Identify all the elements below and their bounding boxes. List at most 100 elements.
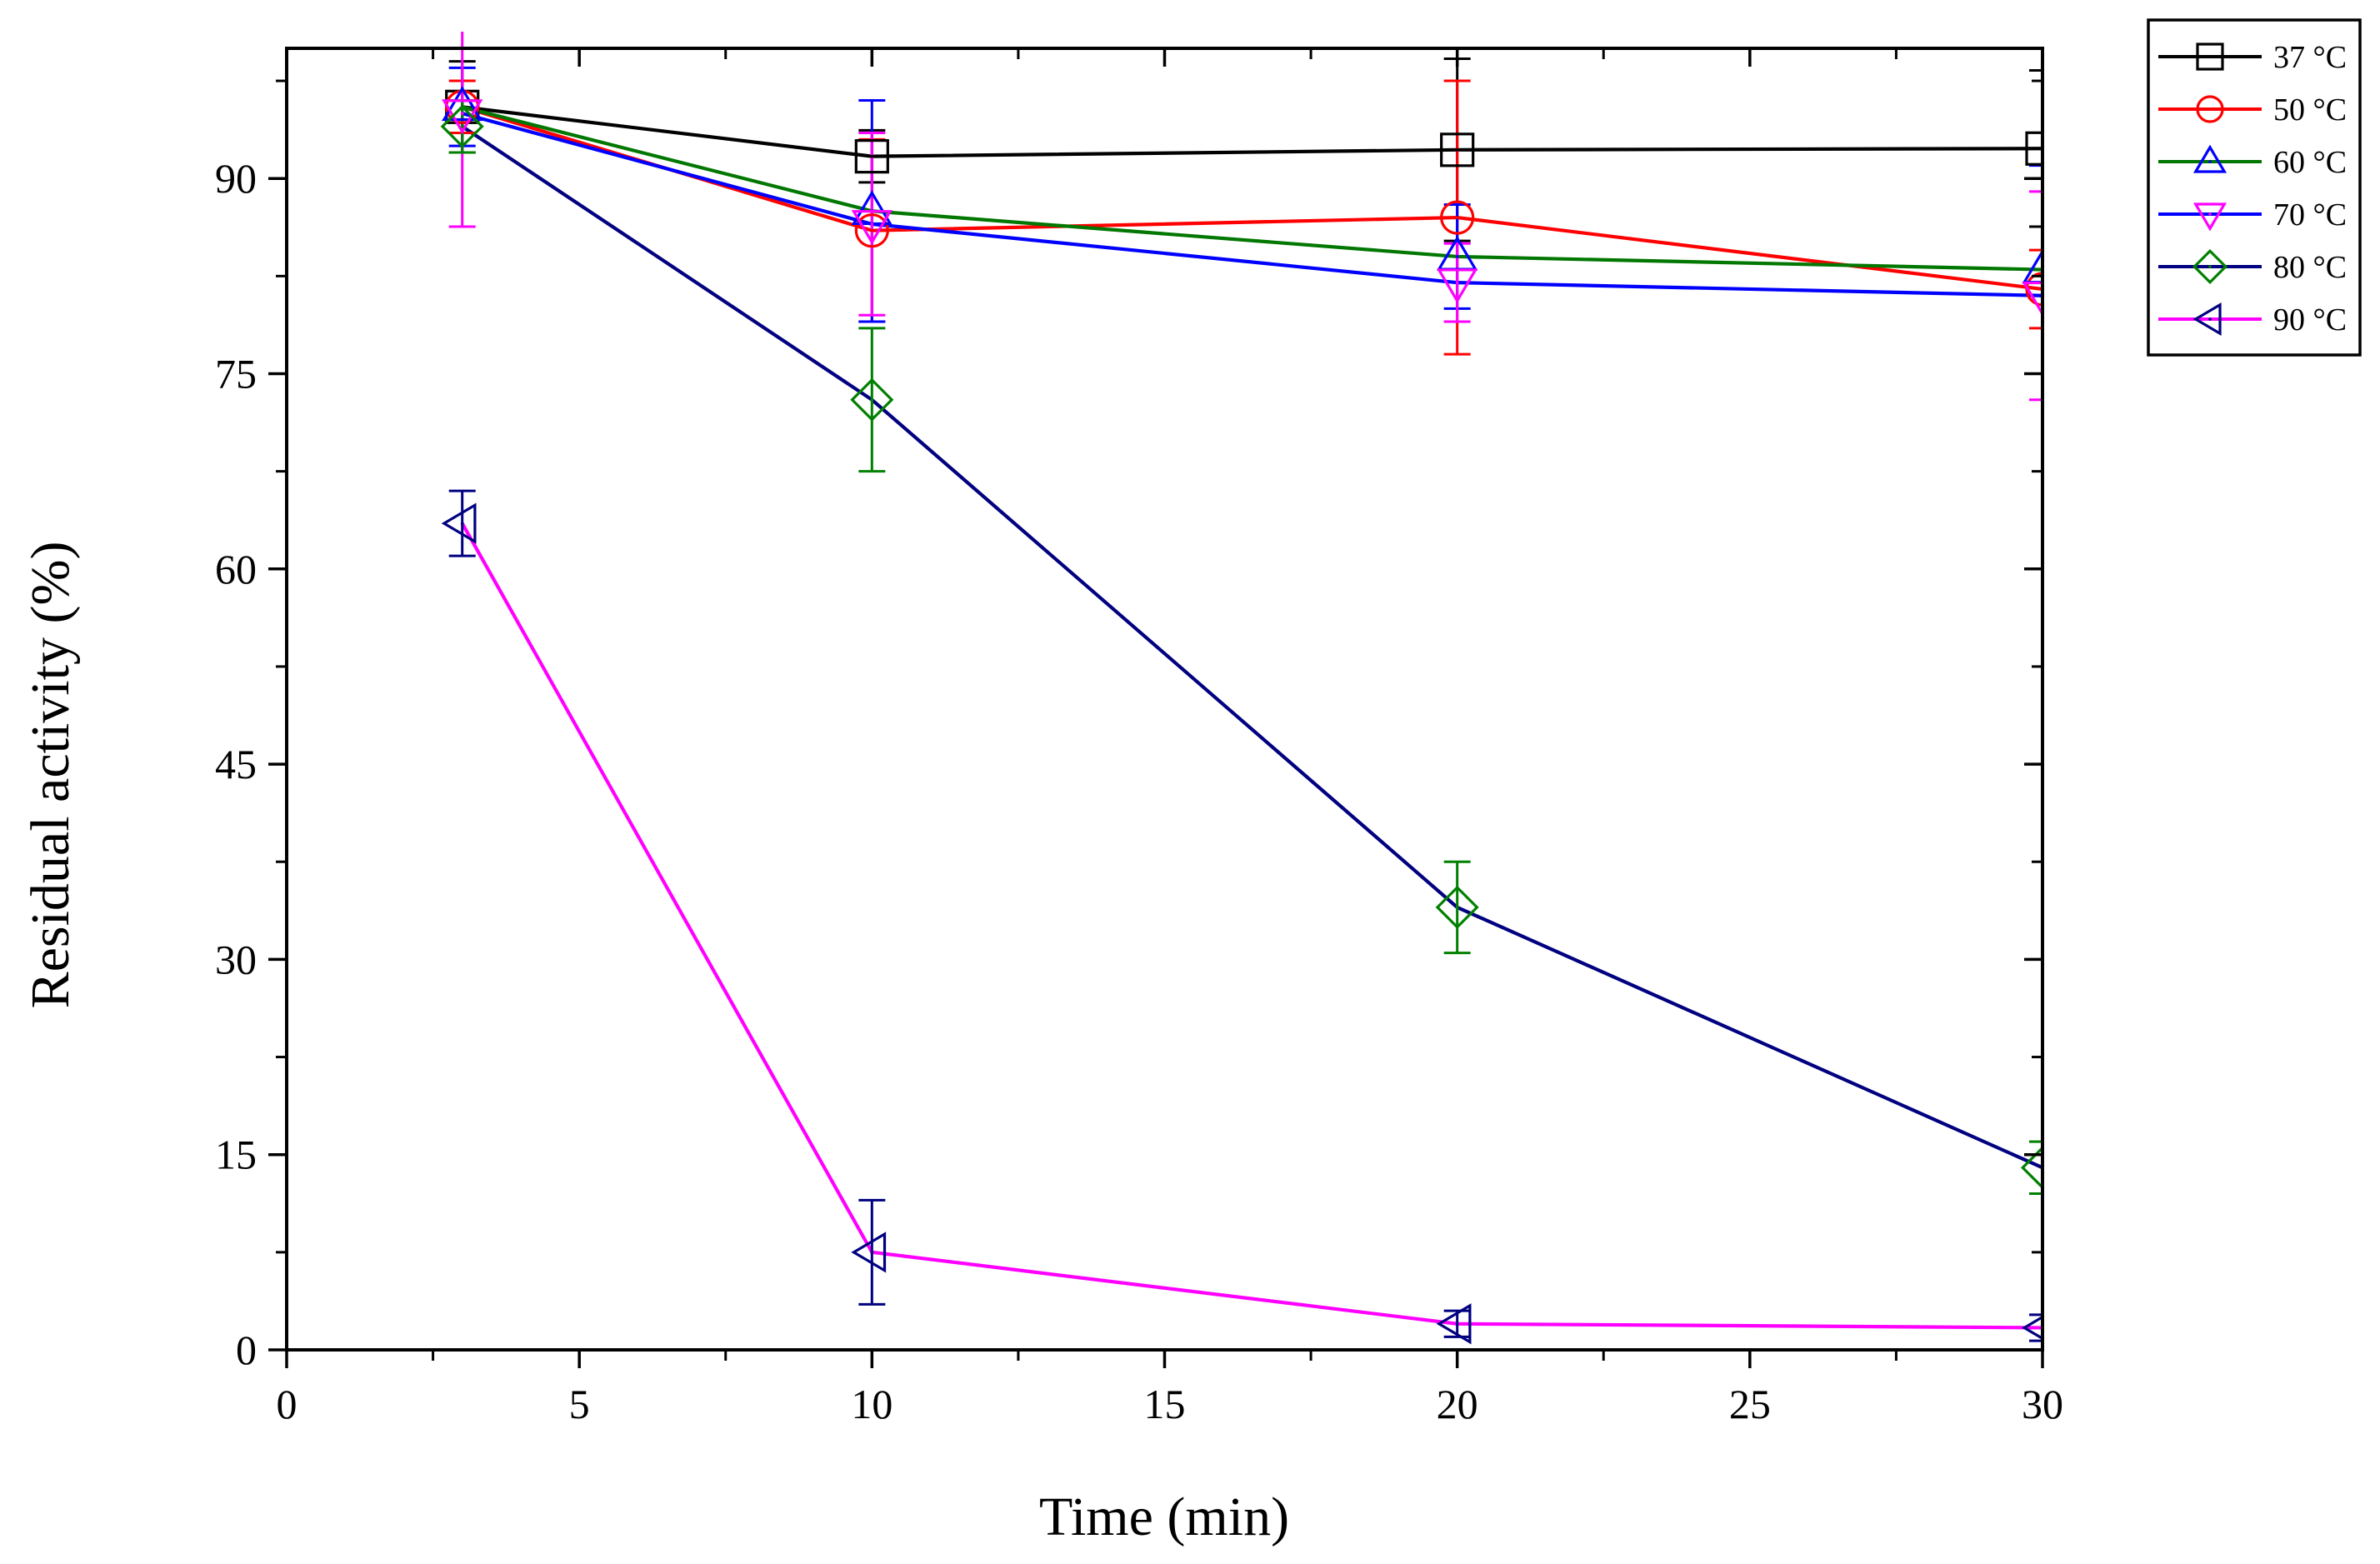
data-point-90-c-2-dot — [1455, 1322, 1459, 1326]
y-tick-label-75: 75 — [215, 351, 257, 397]
data-point-70-c-2 — [1437, 268, 1478, 304]
x-tick-label-5: 5 — [569, 1381, 590, 1427]
data-point-50-c-2-dot — [1455, 216, 1459, 219]
y-tick-label-15: 15 — [215, 1132, 257, 1178]
series-line-90-c — [460, 522, 2042, 1330]
data-point-70-c-1-dot — [870, 222, 874, 226]
error-bar-90-c-3 — [2029, 1313, 2042, 1342]
data-point-37-c-2-shape — [1440, 132, 1475, 167]
plot-area — [440, 32, 2042, 1345]
legend-label-90-c: 90 °C — [2273, 302, 2347, 337]
data-point-50-c-1-dot — [870, 228, 874, 232]
legend-marker-80-c — [2192, 248, 2228, 285]
x-tick-label-25: 25 — [1729, 1381, 1771, 1427]
y-tick-label-45: 45 — [215, 741, 257, 787]
axes: 0 5 10 15 20 25 30 0 15 30 45 60 75 90 — [215, 47, 2063, 1427]
data-point-80-c-1-shape — [850, 377, 894, 422]
data-point-90-c-1-shape — [851, 1232, 887, 1273]
legend-marker-90-c-dot — [2208, 317, 2212, 321]
plot-frame — [285, 47, 2044, 1352]
data-point-70-c-1 — [851, 210, 892, 245]
data-point-80-c-0-dot — [460, 124, 464, 128]
data-point-90-c-2-shape — [1436, 1303, 1472, 1345]
data-point-80-c-2-shape — [1435, 885, 1479, 929]
data-point-90-c-0 — [441, 502, 477, 544]
data-point-37-c-1 — [854, 139, 889, 174]
data-point-90-c-1 — [851, 1232, 887, 1273]
data-point-70-c-2-dot — [1455, 281, 1459, 284]
x-tick-label-15: 15 — [1144, 1381, 1186, 1427]
data-point-60-c-2-dot — [1455, 255, 1459, 258]
legend-label-37-c: 37 °C — [2273, 40, 2347, 75]
legend-marker-90-c — [2192, 302, 2222, 337]
data-point-50-c-1 — [854, 213, 889, 248]
y-tick-label-90: 90 — [215, 155, 257, 202]
error-bar-50-c-3 — [2029, 248, 2042, 330]
legend-marker-50-c-shape — [2196, 95, 2224, 123]
legend-marker-37-c-shape — [2196, 42, 2224, 71]
data-point-50-c-1-shape — [854, 213, 889, 248]
legend-marker-80-c-dot — [2208, 265, 2212, 268]
data-point-50-c-2 — [1440, 200, 1475, 235]
legend-box — [2147, 18, 2362, 357]
data-point-80-c-3-shape — [2020, 1146, 2042, 1190]
data-point-70-c-0-dot — [460, 112, 464, 115]
data-point-60-c-0-shape — [442, 86, 483, 122]
data-point-90-c-0-shape — [441, 502, 477, 544]
legend: 37 °C 50 °C 60 °C 70 °C 80 °C 90 °C — [2147, 18, 2362, 357]
data-point-60-c-3-shape — [2022, 248, 2042, 284]
x-tick-label-10: 10 — [851, 1381, 892, 1427]
x-tick-label-30: 30 — [2022, 1381, 2063, 1427]
data-point-80-c-1 — [850, 377, 894, 422]
legend-marker-50-c-dot — [2208, 107, 2212, 111]
legend-marker-37-c — [2196, 42, 2224, 71]
data-point-80-c-2 — [1435, 885, 1479, 929]
data-point-50-c-2-shape — [1440, 200, 1475, 235]
legend-marker-80-c-shape — [2192, 248, 2228, 285]
data-point-80-c-1-dot — [870, 397, 874, 402]
data-point-90-c-3-shape — [2022, 1315, 2042, 1341]
data-point-37-c-1-dot — [870, 154, 874, 158]
data-point-80-c-2-dot — [1455, 906, 1459, 909]
data-point-70-c-1-shape — [851, 210, 892, 245]
legend-marker-70-c — [2192, 202, 2228, 232]
y-tick-label-60: 60 — [215, 546, 257, 592]
y-axis-title: Residual activity (%) — [20, 542, 81, 1009]
legend-label-80-c: 80 °C — [2273, 250, 2347, 285]
error-bar-80-c-3 — [2029, 1140, 2042, 1196]
data-point-37-c-1-shape — [854, 139, 889, 174]
legend-label-50-c: 50 °C — [2273, 92, 2347, 127]
legend-marker-90-c-shape — [2192, 302, 2222, 337]
legend-label-70-c: 70 °C — [2273, 197, 2347, 232]
data-point-37-c-2 — [1440, 132, 1475, 167]
error-bar-70-c-3 — [2029, 190, 2042, 402]
y-tick-label-0: 0 — [236, 1327, 257, 1373]
legend-marker-70-c-shape — [2192, 202, 2228, 232]
plot-content — [440, 32, 2042, 1345]
data-point-37-c-3-shape — [2025, 131, 2042, 166]
data-point-80-c-0 — [440, 104, 484, 148]
x-tick-label-20: 20 — [1437, 1381, 1478, 1427]
legend-marker-60-c-dot — [2208, 160, 2212, 163]
series-line-70-c — [462, 112, 2042, 297]
data-point-90-c-1-dot — [870, 1251, 874, 1254]
legend-marker-37-c-dot — [2208, 55, 2212, 58]
series-line-37-c — [462, 105, 2042, 158]
legend-marker-70-c-dot — [2208, 212, 2212, 216]
legend-marker-60-c-shape — [2192, 144, 2228, 173]
data-point-80-c-0-shape — [440, 104, 484, 148]
data-point-37-c-2-dot — [1455, 148, 1459, 152]
data-point-90-c-2 — [1436, 1303, 1472, 1345]
legend-marker-60-c — [2192, 144, 2228, 173]
legend-label-60-c: 60 °C — [2273, 145, 2347, 180]
series-line-60-c — [462, 105, 2042, 272]
x-axis-title: Time (min) — [1039, 1487, 1289, 1547]
y-tick-label-30: 30 — [215, 936, 257, 982]
error-bar-37-c-3 — [2029, 69, 2042, 228]
legend-marker-50-c — [2196, 95, 2224, 123]
data-point-90-c-0-dot — [460, 522, 464, 525]
data-point-70-c-3-shape — [2022, 281, 2042, 317]
series-line-80-c — [461, 124, 2042, 1170]
x-tick-label-0: 0 — [277, 1381, 298, 1427]
